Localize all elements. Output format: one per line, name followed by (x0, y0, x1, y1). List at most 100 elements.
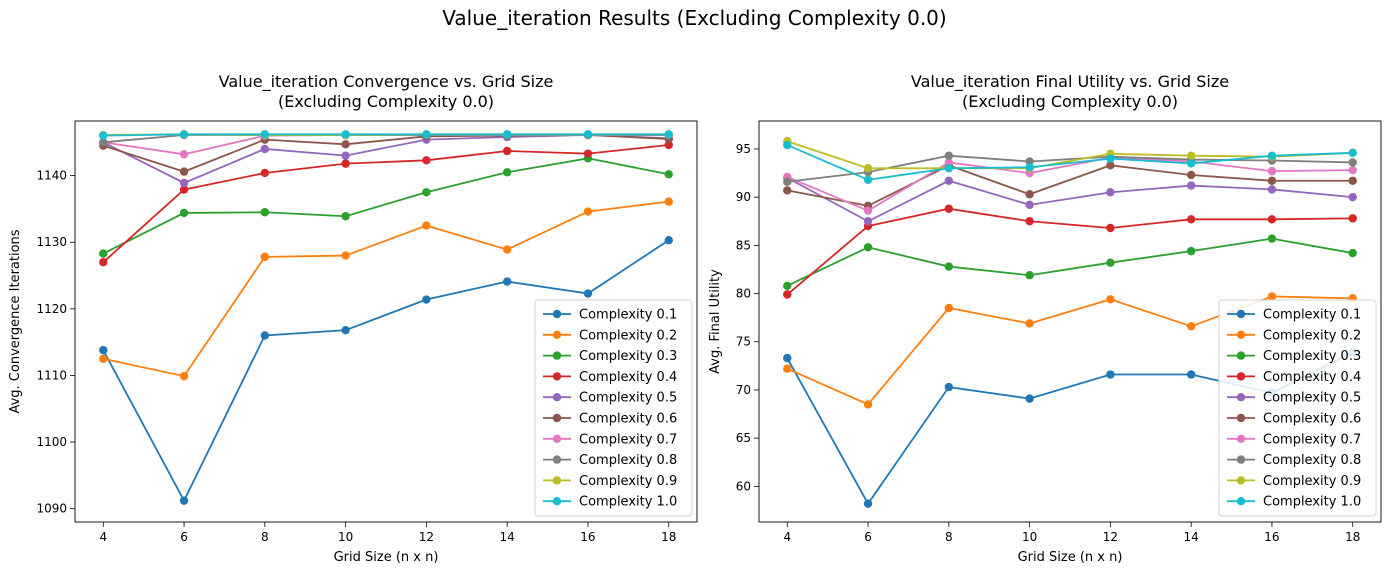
x-tick-label: 8 (945, 530, 953, 544)
data-point (422, 295, 431, 304)
legend-marker (1236, 476, 1246, 485)
y-tick-label: 1090 (36, 502, 67, 516)
legend-marker (552, 393, 562, 402)
x-tick-label: 4 (99, 530, 107, 544)
y-axis-label: Avg. Convergence Iterations (8, 229, 23, 413)
series-complexity-0.4 (99, 140, 673, 267)
data-point (341, 251, 350, 260)
data-point (179, 496, 189, 505)
y-axis-label: Avg. Final Utility (708, 269, 723, 374)
data-point (1186, 246, 1196, 256)
x-axis-label: Grid Size (n x n) (334, 550, 439, 565)
chart-2: Value_iteration Final Utility vs. Grid S… (708, 72, 1382, 565)
legend-label: Complexity 0.9 (1263, 474, 1361, 489)
data-point (863, 217, 873, 226)
series-complexity-1.0 (99, 130, 673, 140)
data-point (99, 249, 108, 258)
data-point (1348, 192, 1357, 202)
data-point (179, 130, 189, 139)
data-point (944, 204, 954, 213)
series-line (102, 144, 669, 263)
data-point (341, 159, 350, 168)
data-point (1267, 215, 1277, 224)
x-tick-label: 4 (783, 530, 791, 544)
legend-marker (1236, 309, 1246, 319)
data-point (99, 345, 108, 355)
legend-marker (552, 434, 562, 443)
legend-label: Complexity 0.7 (1263, 432, 1361, 447)
data-point (341, 325, 350, 335)
data-point (179, 167, 189, 176)
data-point (583, 289, 593, 298)
series-line (103, 134, 669, 156)
x-tick-label: 10 (1022, 530, 1037, 544)
y-tick-label: 1100 (36, 435, 67, 449)
data-point (422, 156, 431, 165)
data-point (1186, 170, 1196, 180)
data-point (1106, 188, 1115, 197)
data-point (1186, 215, 1196, 224)
data-point (179, 178, 189, 188)
data-point (783, 364, 792, 373)
data-point (260, 144, 270, 154)
legend-label: Complexity 0.5 (1263, 391, 1361, 406)
legend-label: Complexity 0.8 (579, 453, 677, 468)
data-point (422, 221, 431, 230)
y-tick-label: 70 (736, 383, 751, 397)
legend-label: Complexity 0.7 (579, 432, 677, 447)
y-tick-label: 1140 (36, 169, 67, 183)
series-line (786, 237, 1353, 287)
data-point (1186, 159, 1196, 168)
chart-title-line: Value_iteration Convergence vs. Grid Siz… (219, 72, 554, 92)
data-point (502, 130, 512, 139)
legend-label: Complexity 0.3 (1263, 349, 1361, 364)
chart-title-line: (Excluding Complexity 0.0) (278, 92, 494, 111)
legend-marker (1236, 351, 1246, 360)
legend: Complexity 0.1 Complexity 0.2 Complexity 0… (1218, 299, 1377, 517)
data-point (944, 176, 954, 185)
data-point (583, 149, 593, 158)
legend-marker (1236, 455, 1246, 464)
data-point (783, 290, 792, 299)
data-point (863, 499, 873, 508)
data-point (1106, 370, 1115, 379)
y-tick-label: 80 (736, 287, 751, 301)
data-point (944, 382, 954, 392)
series-line (786, 207, 1353, 296)
legend-label: Complexity 0.4 (1263, 370, 1361, 385)
legend-marker (552, 309, 562, 319)
x-tick-label: 16 (580, 530, 595, 544)
data-point (1106, 295, 1115, 304)
x-tick-label: 18 (1345, 530, 1360, 544)
legend-label: Complexity 0.2 (579, 328, 677, 343)
data-point (1025, 394, 1034, 403)
chart-title-line: (Excluding Complexity 0.0) (962, 92, 1178, 111)
series-complexity-1.0 (783, 140, 1357, 185)
x-tick-label: 14 (1184, 530, 1199, 544)
data-point (1267, 151, 1277, 160)
series-complexity-0.1 (99, 236, 673, 505)
data-point (583, 207, 593, 216)
series-line (103, 200, 669, 378)
series-line (786, 144, 1353, 181)
data-point (502, 277, 512, 286)
chart-1: Value_iteration Convergence vs. Grid Siz… (8, 72, 698, 565)
legend-marker (552, 351, 562, 360)
axes-frame (74, 120, 698, 523)
legend-marker (1236, 330, 1246, 339)
data-point (1186, 151, 1196, 160)
series-line (103, 133, 669, 137)
series-line (787, 164, 1353, 207)
y-tick-label: 95 (736, 142, 751, 156)
x-tick-label: 6 (180, 530, 188, 544)
y-tick-label: 1110 (36, 368, 67, 382)
data-point (260, 130, 270, 139)
data-point (99, 131, 108, 140)
data-point (179, 371, 189, 381)
series-line (787, 154, 1353, 183)
data-point (1267, 166, 1277, 176)
data-point (863, 243, 873, 252)
data-point (1348, 176, 1357, 185)
data-point (1025, 271, 1034, 280)
data-point (1348, 148, 1357, 158)
